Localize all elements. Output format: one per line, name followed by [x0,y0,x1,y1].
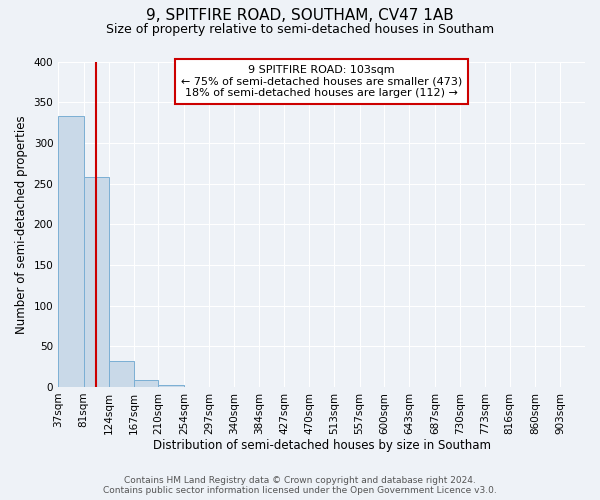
Bar [83,177,109,387]
Text: Contains HM Land Registry data © Crown copyright and database right 2024.
Contai: Contains HM Land Registry data © Crown c… [103,476,497,495]
Bar [134,380,158,387]
Text: 9, SPITFIRE ROAD, SOUTHAM, CV47 1AB: 9, SPITFIRE ROAD, SOUTHAM, CV47 1AB [146,8,454,22]
Bar [58,116,83,387]
X-axis label: Distribution of semi-detached houses by size in Southam: Distribution of semi-detached houses by … [152,440,491,452]
Bar [158,386,184,387]
Y-axis label: Number of semi-detached properties: Number of semi-detached properties [15,115,28,334]
Text: Size of property relative to semi-detached houses in Southam: Size of property relative to semi-detach… [106,22,494,36]
Bar [109,361,134,387]
Text: 9 SPITFIRE ROAD: 103sqm
← 75% of semi-detached houses are smaller (473)
18% of s: 9 SPITFIRE ROAD: 103sqm ← 75% of semi-de… [181,65,462,98]
